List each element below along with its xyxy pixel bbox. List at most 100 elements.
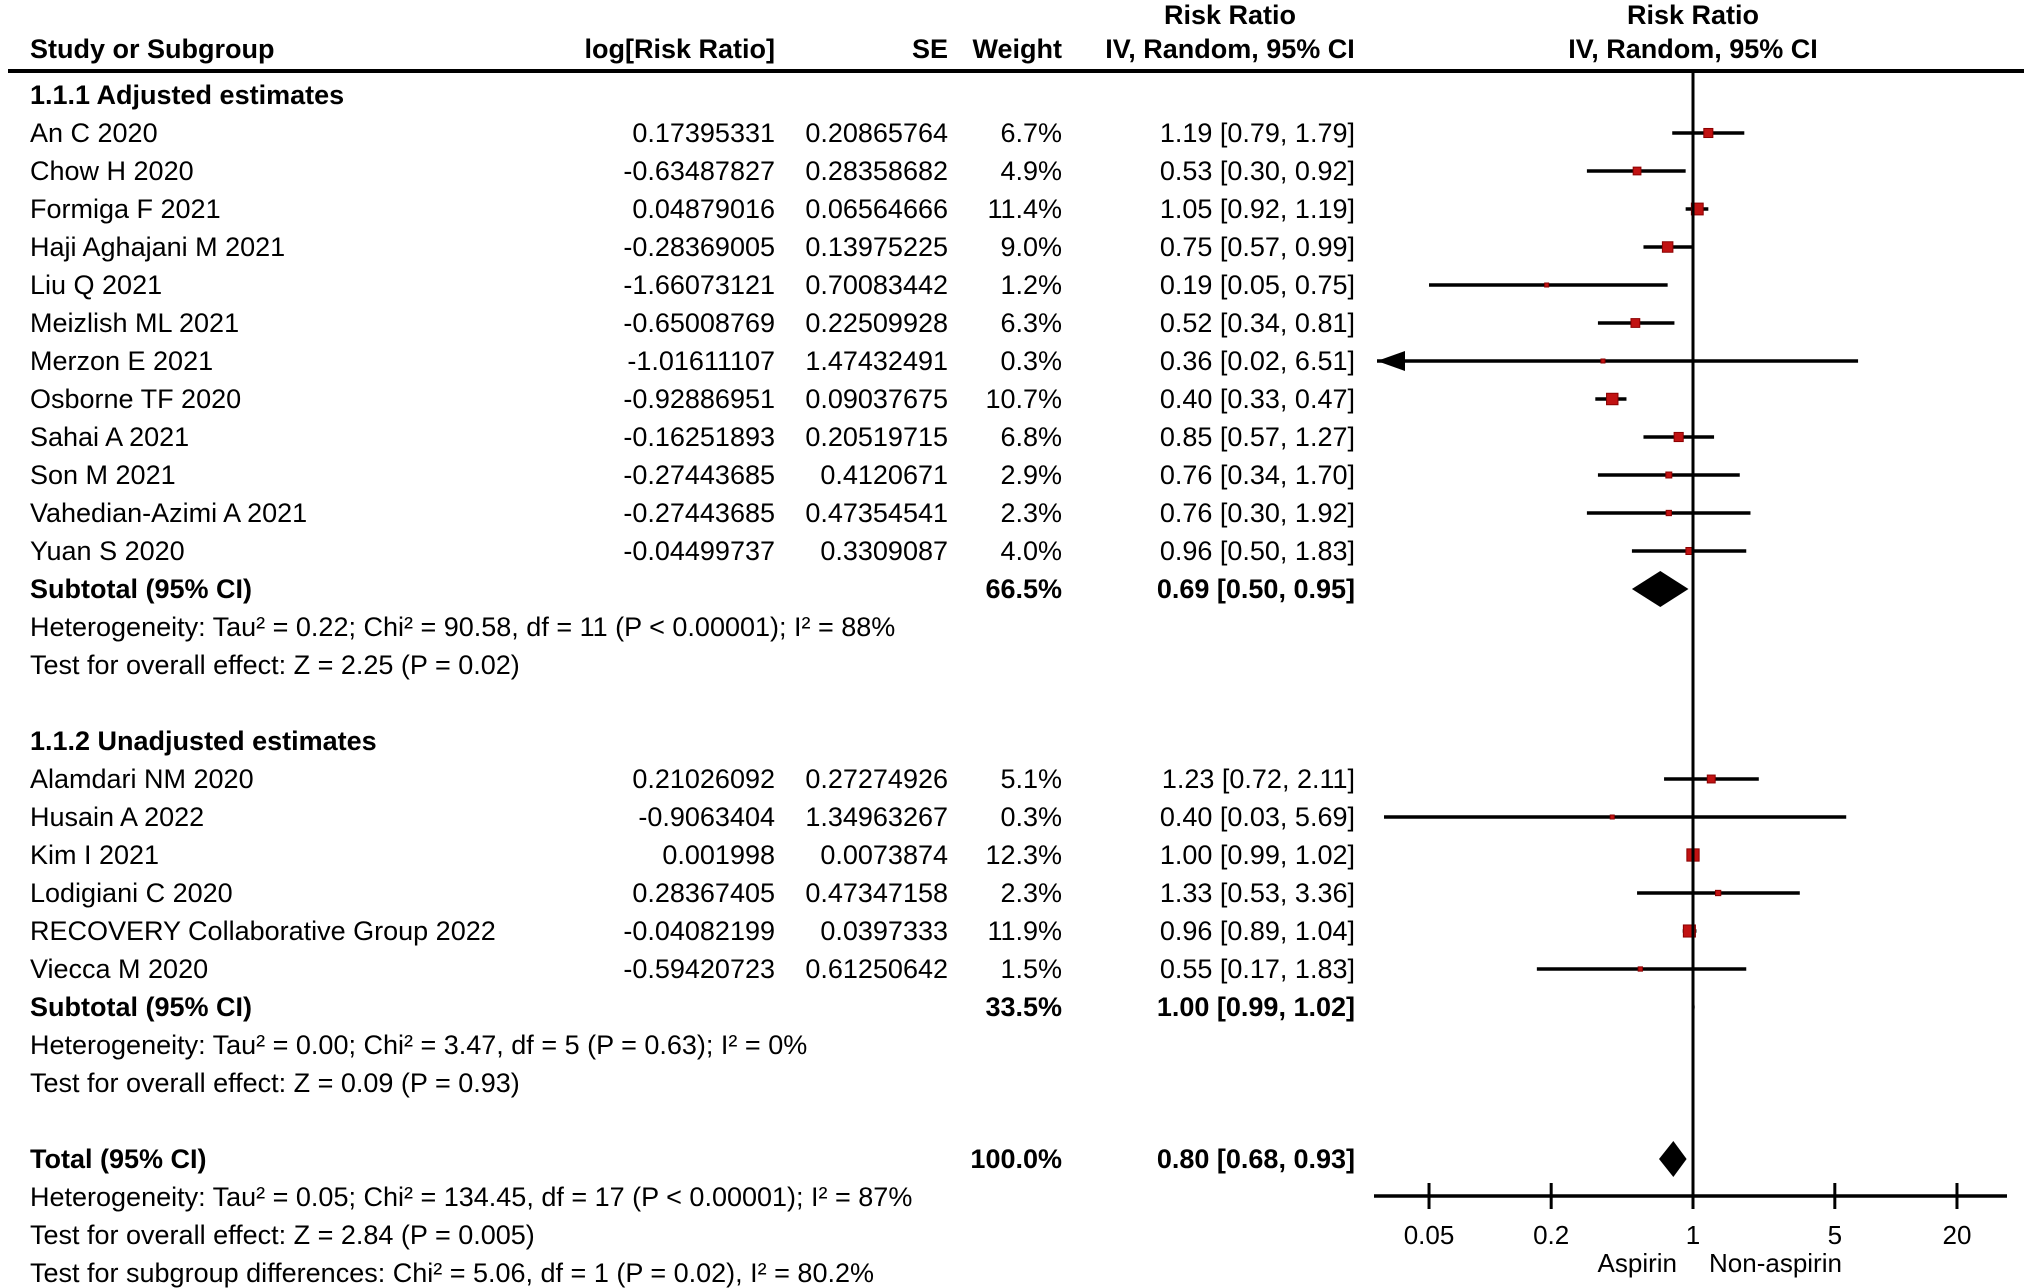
subtotal-weight: 66.5% (985, 574, 1062, 604)
log-rr-cell: -0.63487827 (623, 156, 775, 186)
ci-text-cell: 0.19 [0.05, 0.75] (1159, 270, 1355, 300)
study-name-cell: Alamdari NM 2020 (30, 764, 254, 794)
log-rr-cell: -0.04499737 (623, 536, 775, 566)
subgroup-section-label: 1.1.2 Unadjusted estimates (30, 726, 377, 756)
log-rr-cell: -0.16251893 (623, 422, 775, 452)
weight-cell: 2.9% (1000, 460, 1062, 490)
ci-text-cell: 0.76 [0.30, 1.92] (1159, 498, 1355, 528)
ci-text-cell: 0.52 [0.34, 0.81] (1159, 308, 1355, 338)
se-cell: 0.22509928 (805, 308, 948, 338)
ci-text-cell: 0.55 [0.17, 1.83] (1159, 954, 1355, 984)
ci-text-cell: 0.85 [0.57, 1.27] (1159, 422, 1355, 452)
log-rr-cell: 0.17395331 (632, 118, 775, 148)
study-name-cell: An C 2020 (30, 118, 158, 148)
se-cell: 0.0073874 (820, 840, 948, 870)
weight-cell: 6.8% (1000, 422, 1062, 452)
weight-cell: 6.7% (1000, 118, 1062, 148)
log-rr-cell: -0.65008769 (623, 308, 775, 338)
se-cell: 0.61250642 (805, 954, 948, 984)
weight-cell: 2.3% (1000, 878, 1062, 908)
subtotal-ci: 1.00 [0.99, 1.02] (1156, 992, 1355, 1022)
heterogeneity-note: Heterogeneity: Tau² = 0.22; Chi² = 90.58… (30, 612, 896, 642)
study-name-cell: Merzon E 2021 (30, 346, 214, 376)
weight-cell: 12.3% (985, 840, 1062, 870)
ci-text-cell: 0.36 [0.02, 6.51] (1159, 346, 1355, 376)
study-name-cell: Osborne TF 2020 (30, 384, 242, 414)
col-header-log-risk-ratio: log[Risk Ratio] (584, 34, 775, 64)
study-name-cell: Yuan S 2020 (30, 536, 185, 566)
col-header-plot-method: IV, Random, 95% CI (1568, 34, 1818, 64)
se-cell: 1.47432491 (805, 346, 948, 376)
study-name-cell: Sahai A 2021 (30, 422, 190, 452)
subtotal-label: Subtotal (95% CI) (30, 992, 253, 1022)
weight-cell: 0.3% (1000, 346, 1062, 376)
col-header-se: SE (911, 34, 948, 64)
study-name-cell: Liu Q 2021 (30, 270, 163, 300)
se-cell: 0.70083442 (805, 270, 948, 300)
subgroup-difference-note: Test for subgroup differences: Chi² = 5.… (30, 1258, 874, 1288)
log-rr-cell: 0.28367405 (632, 878, 775, 908)
ci-text-cell: 0.40 [0.03, 5.69] (1159, 802, 1355, 832)
log-rr-cell: -0.28369005 (623, 232, 775, 262)
se-cell: 0.47347158 (805, 878, 948, 908)
se-cell: 1.34963267 (805, 802, 948, 832)
total-label: Total (95% CI) (30, 1144, 207, 1174)
ci-text-cell: 0.96 [0.50, 1.83] (1159, 536, 1355, 566)
col-header-ci-measure: Risk Ratio (1163, 0, 1297, 30)
subtotal-label: Subtotal (95% CI) (30, 574, 253, 604)
weight-cell: 1.2% (1000, 270, 1062, 300)
study-name-cell: Chow H 2020 (30, 156, 194, 186)
weight-cell: 11.4% (987, 194, 1062, 224)
ci-text-cell: 0.76 [0.34, 1.70] (1159, 460, 1355, 490)
weight-cell: 4.0% (1000, 536, 1062, 566)
se-cell: 0.13975225 (805, 232, 948, 262)
study-name-cell: Lodigiani C 2020 (30, 878, 233, 908)
header-rule (8, 69, 2024, 73)
log-rr-cell: 0.001998 (662, 840, 775, 870)
ci-text-cell: 1.05 [0.92, 1.19] (1159, 194, 1355, 224)
log-rr-cell: -0.27443685 (623, 498, 775, 528)
study-name-cell: Husain A 2022 (30, 802, 205, 832)
heterogeneity-note: Heterogeneity: Tau² = 0.00; Chi² = 3.47,… (30, 1030, 808, 1060)
log-rr-cell: -1.66073121 (623, 270, 775, 300)
study-name-cell: RECOVERY Collaborative Group 2022 (30, 916, 496, 946)
log-rr-cell: 0.04879016 (632, 194, 775, 224)
weight-cell: 1.5% (1000, 954, 1062, 984)
col-header-study: Study or Subgroup (30, 34, 275, 64)
se-cell: 0.20519715 (805, 422, 948, 452)
subgroup-section-label: 1.1.1 Adjusted estimates (30, 80, 345, 110)
log-rr-cell: -1.01611107 (627, 346, 775, 376)
log-rr-cell: -0.59420723 (623, 954, 775, 984)
ci-text-cell: 0.96 [0.89, 1.04] (1159, 916, 1355, 946)
ci-text-cell: 1.23 [0.72, 2.11] (1161, 764, 1355, 794)
subtotal-ci: 0.69 [0.50, 0.95] (1156, 574, 1355, 604)
log-rr-cell: -0.92886951 (623, 384, 775, 414)
se-cell: 0.3309087 (820, 536, 948, 566)
se-cell: 0.06564666 (805, 194, 948, 224)
weight-cell: 4.9% (1000, 156, 1062, 186)
weight-cell: 2.3% (1000, 498, 1062, 528)
weight-cell: 9.0% (1000, 232, 1062, 262)
overall-effect-note: Test for overall effect: Z = 2.25 (P = 0… (30, 650, 520, 680)
se-cell: 0.47354541 (805, 498, 948, 528)
total-heterogeneity-note: Heterogeneity: Tau² = 0.05; Chi² = 134.4… (30, 1182, 913, 1212)
col-header-ci-method: IV, Random, 95% CI (1105, 34, 1355, 64)
ci-text-cell: 0.75 [0.57, 0.99] (1159, 232, 1355, 262)
se-cell: 0.4120671 (820, 460, 948, 490)
weight-cell: 5.1% (1000, 764, 1062, 794)
study-name-cell: Formiga F 2021 (30, 194, 221, 224)
weight-cell: 11.9% (987, 916, 1062, 946)
se-cell: 0.28358682 (805, 156, 948, 186)
subtotal-weight: 33.5% (985, 992, 1062, 1022)
study-name-cell: Kim I 2021 (30, 840, 160, 870)
ci-text-cell: 1.00 [0.99, 1.02] (1159, 840, 1355, 870)
study-name-cell: Haji Aghajani M 2021 (30, 232, 286, 262)
log-rr-cell: -0.04082199 (623, 916, 775, 946)
se-cell: 0.09037675 (805, 384, 948, 414)
ci-text-cell: 0.53 [0.30, 0.92] (1159, 156, 1355, 186)
study-name-cell: Viecca M 2020 (30, 954, 209, 984)
log-rr-cell: 0.21026092 (632, 764, 775, 794)
weight-cell: 10.7% (985, 384, 1062, 414)
